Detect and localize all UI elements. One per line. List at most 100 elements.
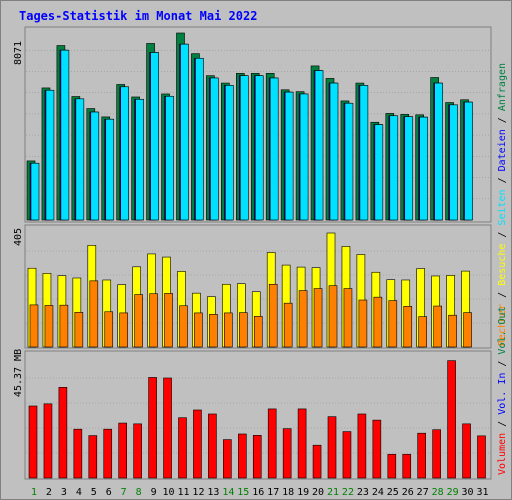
bar-volume-day-16 bbox=[252, 435, 262, 479]
x-tick-label: 14 bbox=[222, 487, 234, 498]
bar-pages-day-25 bbox=[389, 115, 399, 221]
volume-panel bbox=[24, 350, 492, 480]
bar-pages-day-9 bbox=[150, 52, 159, 221]
bar-volume-day-23 bbox=[357, 413, 367, 479]
requests-visits-legend: Rechner / Besuche / Seiten / Dateien / A… bbox=[497, 63, 508, 346]
x-tick-label: 4 bbox=[76, 487, 82, 498]
bar-volume-day-30 bbox=[462, 423, 471, 479]
x-tick-label: 15 bbox=[237, 487, 249, 498]
x-tick-label: 19 bbox=[297, 487, 309, 498]
bar-pages-day-5 bbox=[90, 111, 100, 221]
legend-item: Vol. In bbox=[497, 373, 508, 415]
bar-pages-day-10 bbox=[165, 95, 174, 221]
bar-pages-day-28 bbox=[434, 82, 443, 221]
bar-volume-day-31 bbox=[477, 435, 486, 479]
chart-title: Tages-Statistik im Monat Mai 2022 bbox=[19, 9, 257, 23]
bar-sites-day-29 bbox=[448, 314, 457, 348]
x-tick-label: 9 bbox=[151, 487, 157, 498]
bar-pages-day-15 bbox=[240, 75, 249, 221]
bar-sites-day-3 bbox=[59, 304, 69, 348]
bar-pages-day-23 bbox=[359, 85, 369, 221]
x-tick-label: 30 bbox=[462, 487, 474, 498]
x-tick-label: 6 bbox=[106, 487, 112, 498]
bar-volume-day-20 bbox=[312, 444, 322, 479]
bar-pages-day-27 bbox=[419, 116, 429, 221]
bar-sites-day-7 bbox=[119, 312, 128, 348]
bar-pages-day-3 bbox=[60, 49, 70, 221]
bar-pages-day-11 bbox=[180, 43, 189, 221]
x-tick-label: 7 bbox=[121, 487, 127, 498]
bar-volume-day-6 bbox=[103, 428, 113, 479]
bar-sites-day-6 bbox=[104, 311, 114, 348]
x-tick-label: 18 bbox=[282, 487, 294, 498]
x-tick-label: 24 bbox=[372, 487, 384, 498]
visits-axis-max: 405 bbox=[13, 228, 24, 246]
bar-sites-day-16 bbox=[253, 316, 263, 348]
bar-sites-day-14 bbox=[224, 312, 233, 348]
bar-pages-day-2 bbox=[45, 89, 55, 221]
x-tick-label: 22 bbox=[342, 487, 354, 498]
bar-pages-day-14 bbox=[225, 85, 234, 221]
legend-separator: / bbox=[497, 226, 508, 244]
x-tick-label: 17 bbox=[267, 487, 279, 498]
bar-pages-day-4 bbox=[75, 98, 85, 221]
bar-sites-day-25 bbox=[388, 300, 398, 348]
bar-pages-day-26 bbox=[404, 116, 414, 221]
legend-separator: / bbox=[497, 286, 508, 304]
bar-sites-day-23 bbox=[358, 299, 368, 348]
bar-sites-day-17 bbox=[268, 283, 278, 348]
bar-sites-day-12 bbox=[194, 312, 203, 348]
bar-volume-day-11 bbox=[178, 417, 187, 479]
legend-item: Dateien bbox=[497, 129, 508, 171]
bar-pages-day-17 bbox=[269, 77, 279, 221]
bar-sites-day-2 bbox=[44, 305, 54, 348]
legend-item: Besuche bbox=[497, 244, 508, 286]
bar-volume-day-3 bbox=[58, 387, 68, 479]
bar-pages-day-13 bbox=[210, 77, 219, 221]
bar-pages-day-7 bbox=[120, 86, 129, 221]
x-tick-label: 23 bbox=[357, 487, 369, 498]
requests-visits-legend-text: Rechner / Besuche / Seiten / Dateien / A… bbox=[497, 63, 508, 346]
bar-sites-day-9 bbox=[149, 293, 158, 348]
bar-volume-day-25 bbox=[387, 453, 397, 479]
bar-volume-day-17 bbox=[267, 408, 277, 479]
x-tick-label: 29 bbox=[447, 487, 459, 498]
bar-volume-day-26 bbox=[402, 453, 412, 479]
bar-sites-day-26 bbox=[403, 306, 413, 348]
x-tick-label: 13 bbox=[207, 487, 219, 498]
bar-volume-day-2 bbox=[43, 403, 53, 479]
x-tick-label: 1 bbox=[31, 487, 37, 498]
x-tick-label: 12 bbox=[192, 487, 204, 498]
bar-volume-day-29 bbox=[447, 360, 456, 479]
legend-separator: / bbox=[497, 355, 508, 373]
bar-volume-day-12 bbox=[193, 409, 202, 479]
bar-volume-day-22 bbox=[342, 431, 352, 479]
volume-legend: Volumen / Vol. In / Vol. Out bbox=[497, 306, 508, 475]
requests-axis-max: 8071 bbox=[13, 41, 24, 65]
bar-sites-day-24 bbox=[373, 296, 383, 348]
x-tick-label: 28 bbox=[432, 487, 444, 498]
legend-item: Volumen bbox=[497, 433, 508, 475]
bar-pages-day-8 bbox=[135, 98, 144, 221]
bar-sites-day-8 bbox=[134, 294, 143, 348]
x-tick-label: 25 bbox=[387, 487, 399, 498]
bar-pages-day-18 bbox=[284, 91, 294, 221]
bar-pages-day-22 bbox=[344, 102, 354, 221]
x-tick-label: 8 bbox=[136, 487, 142, 498]
x-tick-label: 3 bbox=[61, 487, 67, 498]
bar-pages-day-12 bbox=[195, 57, 204, 221]
x-tick-label: 27 bbox=[417, 487, 429, 498]
bar-volume-day-14 bbox=[223, 439, 232, 479]
bar-sites-day-20 bbox=[313, 288, 323, 348]
bar-volume-day-10 bbox=[163, 377, 172, 479]
legend-separator: / bbox=[497, 111, 508, 129]
bar-volume-day-24 bbox=[372, 419, 382, 479]
bar-volume-day-1 bbox=[28, 405, 38, 479]
legend-item: Seiten bbox=[497, 189, 508, 225]
bar-sites-day-10 bbox=[164, 293, 173, 348]
x-tick-label: 10 bbox=[163, 487, 175, 498]
bar-volume-day-18 bbox=[282, 428, 292, 479]
bar-volume-day-27 bbox=[417, 432, 427, 479]
legend-separator: / bbox=[497, 171, 508, 189]
